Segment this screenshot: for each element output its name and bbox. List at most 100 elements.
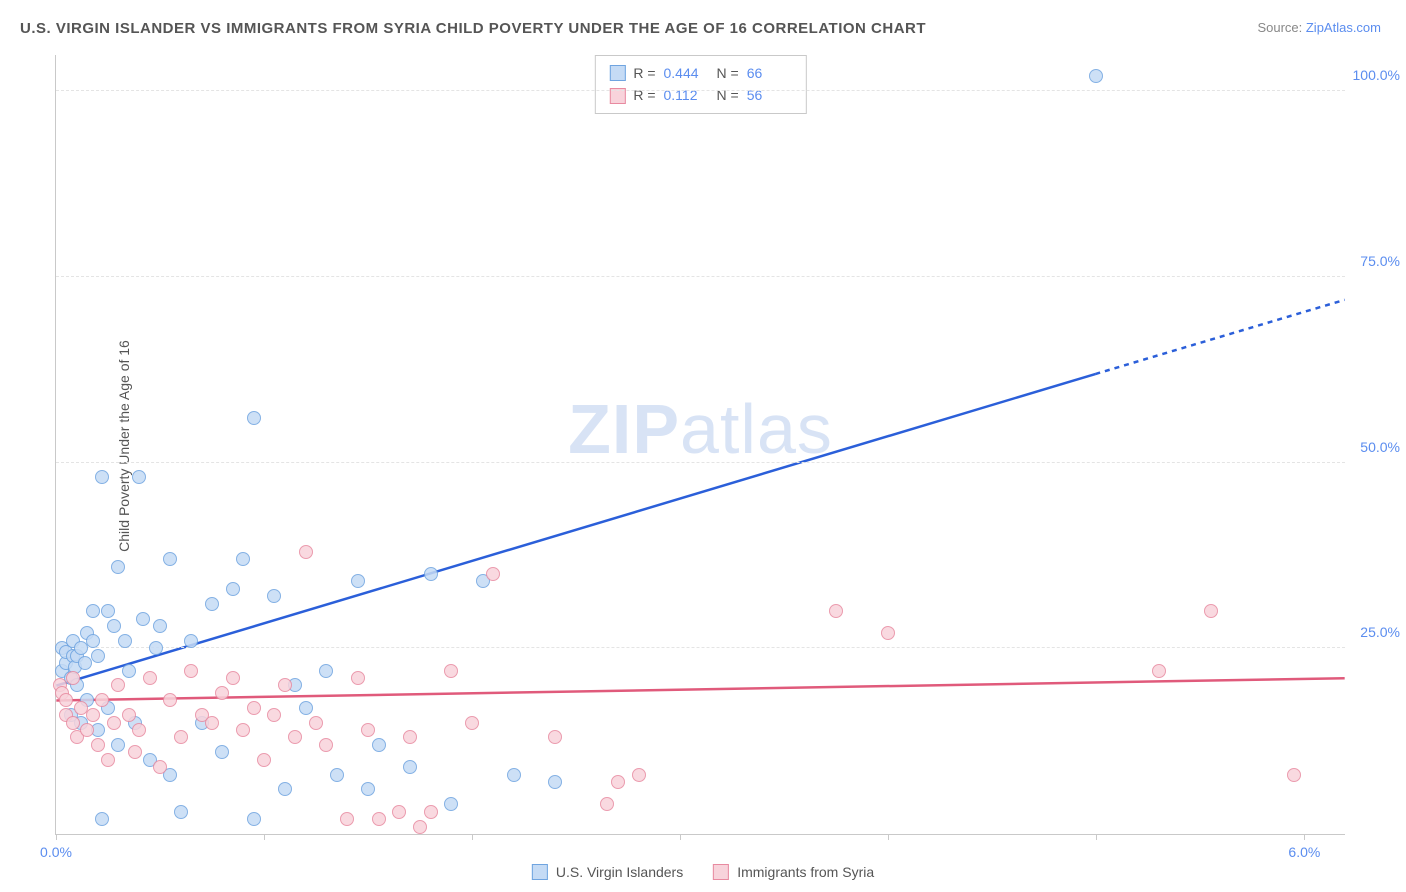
data-point [128,745,142,759]
x-tick [472,834,473,840]
data-point [66,716,80,730]
data-point [632,768,646,782]
data-point [122,708,136,722]
data-point [1287,768,1301,782]
data-point [132,470,146,484]
data-point [226,671,240,685]
legend-stats-row: R =0.444N =66 [609,62,791,84]
stat-r-label: R = [633,84,655,106]
data-point [236,723,250,737]
data-point [205,597,219,611]
legend-stats-row: R =0.112N =56 [609,84,791,106]
data-point [611,775,625,789]
data-point [215,745,229,759]
gridline [56,90,1345,91]
data-point [111,560,125,574]
x-tick [264,834,265,840]
legend-swatch [713,864,729,880]
data-point [403,760,417,774]
watermark-bold: ZIP [568,390,680,468]
data-point [340,812,354,826]
data-point [444,664,458,678]
data-point [86,604,100,618]
data-point [184,634,198,648]
data-point [330,768,344,782]
stat-r-label: R = [633,62,655,84]
data-point [143,671,157,685]
trend-lines [56,55,1345,834]
data-point [267,708,281,722]
data-point [247,411,261,425]
data-point [226,582,240,596]
data-point [486,567,500,581]
data-point [1204,604,1218,618]
data-point [149,641,163,655]
source-link[interactable]: ZipAtlas.com [1306,20,1381,35]
data-point [351,574,365,588]
data-point [507,768,521,782]
data-point [111,678,125,692]
data-point [372,738,386,752]
data-point [319,738,333,752]
data-point [205,716,219,730]
data-point [91,738,105,752]
data-point [278,678,292,692]
data-point [78,656,92,670]
data-point [215,686,229,700]
data-point [136,612,150,626]
data-point [163,552,177,566]
data-point [267,589,281,603]
legend-swatch [609,65,625,81]
data-point [95,693,109,707]
legend-swatch [532,864,548,880]
stat-n-label: N = [717,62,739,84]
data-point [257,753,271,767]
data-point [174,730,188,744]
watermark: ZIPatlas [568,389,833,469]
data-point [101,753,115,767]
data-point [299,545,313,559]
x-tick [1096,834,1097,840]
data-point [351,671,365,685]
data-point [424,567,438,581]
data-point [66,671,80,685]
data-point [153,760,167,774]
data-point [132,723,146,737]
data-point [91,649,105,663]
x-tick-label: 0.0% [40,844,72,860]
data-point [80,723,94,737]
data-point [361,723,375,737]
data-point [278,782,292,796]
data-point [95,812,109,826]
source-prefix: Source: [1257,20,1305,35]
x-tick [888,834,889,840]
data-point [309,716,323,730]
data-point [548,730,562,744]
data-point [465,716,479,730]
stat-n-label: N = [717,84,739,106]
legend-stats-box: R =0.444N =66R =0.112N =56 [594,55,806,114]
data-point [174,805,188,819]
data-point [299,701,313,715]
data-point [59,693,73,707]
scatter-plot: ZIPatlas R =0.444N =66R =0.112N =56 25.0… [55,55,1345,835]
source-attribution: Source: ZipAtlas.com [1257,20,1381,35]
legend-item: Immigrants from Syria [713,864,874,880]
trend-line-dashed [1095,300,1344,374]
data-point [288,730,302,744]
data-point [247,701,261,715]
x-tick-label: 6.0% [1288,844,1320,860]
trend-line [56,374,1095,686]
data-point [74,641,88,655]
data-point [95,470,109,484]
data-point [86,634,100,648]
data-point [118,634,132,648]
data-point [319,664,333,678]
x-tick [56,834,57,840]
data-point [548,775,562,789]
data-point [361,782,375,796]
stat-r-value: 0.444 [664,62,709,84]
data-point [413,820,427,834]
data-point [101,604,115,618]
legend-label: U.S. Virgin Islanders [556,864,683,880]
